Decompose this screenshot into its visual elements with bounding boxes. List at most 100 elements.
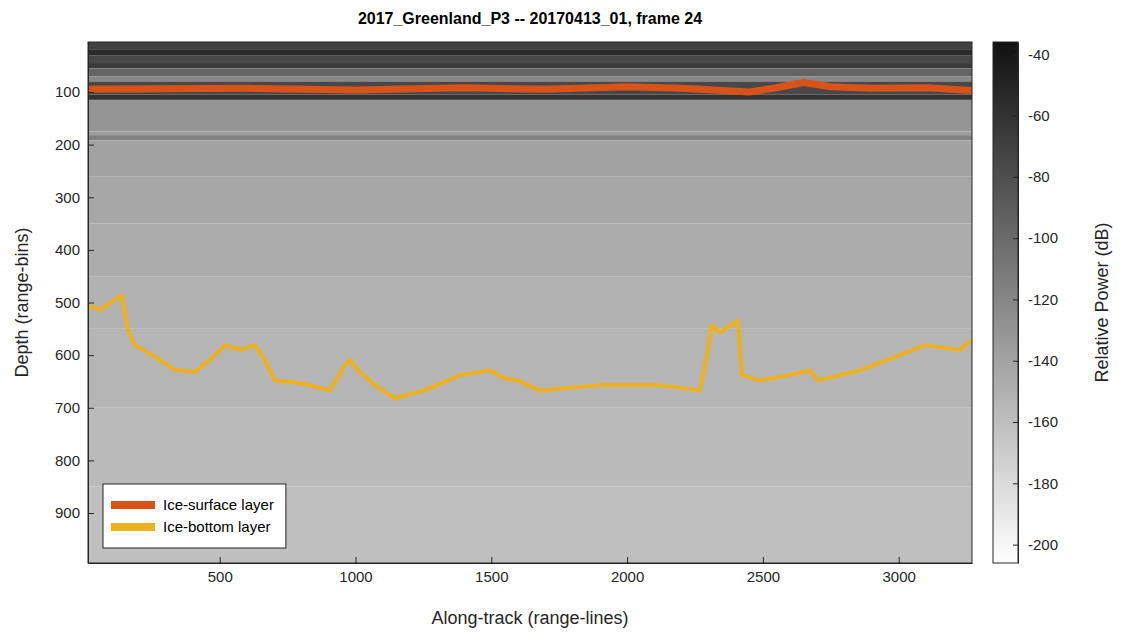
x-axis: 500 1000 1500 2000 2500 3000 <box>89 557 973 585</box>
echogram-band <box>88 100 972 132</box>
tick-mark <box>627 557 628 563</box>
tick-label: 400 <box>55 241 80 258</box>
echogram-band <box>88 135 972 140</box>
echogram-band <box>88 329 972 408</box>
x-axis-title: Along-track (range-lines) <box>431 608 628 628</box>
tick-mark <box>356 557 357 563</box>
tick-mark <box>88 197 94 198</box>
tick-label: -140 <box>1028 352 1058 369</box>
tick: 400 <box>55 241 94 258</box>
title: 2017_Greenland_P3 -- 20170413_01, frame … <box>358 10 702 27</box>
tick-label: 1500 <box>475 568 508 585</box>
axis-line <box>89 563 973 564</box>
echogram-band <box>88 131 972 135</box>
chart: 500 1000 1500 2000 2500 3000 100 200 300 400 500 60… <box>0 0 1124 634</box>
echogram-band <box>88 176 972 223</box>
tick: 500 <box>208 557 233 585</box>
tick-label: -160 <box>1028 413 1058 430</box>
echogram-band <box>88 50 972 55</box>
y-axis: 100 200 300 400 500 600 700 800 900 <box>55 43 94 564</box>
tick-label: -180 <box>1028 475 1058 492</box>
tick-label: 3000 <box>882 568 915 585</box>
tick-mark <box>763 557 764 563</box>
tick-label: -80 <box>1028 168 1050 185</box>
tick-mark <box>1013 54 1018 55</box>
tick: 700 <box>55 399 94 416</box>
y-axis-title: Depth (range-bins) <box>12 227 32 377</box>
tick: -80 <box>1013 168 1050 185</box>
tick: 2500 <box>747 557 780 585</box>
tick-mark <box>1013 299 1018 300</box>
tick: 3000 <box>882 557 915 585</box>
tick-mark <box>1013 545 1018 546</box>
tick-label: 2000 <box>611 568 644 585</box>
tick-label: 700 <box>55 399 80 416</box>
echogram-band <box>88 224 972 277</box>
axis-line <box>1018 43 1019 564</box>
tick: 100 <box>55 83 94 100</box>
tick-label: 500 <box>208 568 233 585</box>
echogram-band <box>88 81 972 94</box>
echogram-band <box>88 63 972 68</box>
tick-label: -60 <box>1028 107 1050 124</box>
tick-label: -120 <box>1028 291 1058 308</box>
legend-swatch <box>111 523 155 531</box>
tick-mark <box>1013 361 1018 362</box>
tick: -160 <box>1013 413 1058 430</box>
layer-line <box>88 83 972 92</box>
tick-mark <box>88 145 94 146</box>
echogram <box>88 42 972 563</box>
tick-mark <box>491 557 492 563</box>
plot-frame <box>88 42 972 563</box>
tick-mark <box>1013 238 1018 239</box>
tick-mark <box>1013 177 1018 178</box>
tick-mark <box>88 408 94 409</box>
tick: 500 <box>55 294 94 311</box>
tick: 300 <box>55 189 94 206</box>
tick-mark <box>88 513 94 514</box>
tick-label: -200 <box>1028 536 1058 553</box>
tick-label: 200 <box>55 136 80 153</box>
tick-label: 600 <box>55 346 80 363</box>
echogram-band <box>88 76 972 81</box>
colorbar-axis: -40 -60 -80 -100 -120 -140 -160 -180 -200 <box>1013 43 1058 564</box>
tick-label: 500 <box>55 294 80 311</box>
tick: -120 <box>1013 291 1058 308</box>
echogram-band <box>88 140 972 176</box>
tick: 1000 <box>339 557 372 585</box>
tick: 200 <box>55 136 94 153</box>
legend-label: Ice-surface layer <box>163 496 274 513</box>
echogram-band <box>88 55 972 63</box>
tick-label: -40 <box>1028 46 1050 63</box>
tick-mark <box>1013 483 1018 484</box>
legend-swatch <box>111 501 155 509</box>
echogram-band <box>88 276 972 329</box>
tick-label: -100 <box>1028 229 1058 246</box>
legend: Ice-surface layerIce-bottom layer <box>103 484 286 548</box>
tick-label: 300 <box>55 189 80 206</box>
tick: -200 <box>1013 536 1058 553</box>
tick: -140 <box>1013 352 1058 369</box>
tick-label: 800 <box>55 452 80 469</box>
tick-mark <box>1013 422 1018 423</box>
tick-mark <box>88 460 94 461</box>
tick-mark <box>88 303 94 304</box>
tick-mark <box>88 250 94 251</box>
tick: 900 <box>55 504 94 521</box>
tick-mark <box>88 92 94 93</box>
tick: 800 <box>55 452 94 469</box>
tick-mark <box>899 557 900 563</box>
tick-mark <box>1013 116 1018 117</box>
tick: -60 <box>1013 107 1050 124</box>
tick: -180 <box>1013 475 1058 492</box>
echogram-band <box>88 42 972 50</box>
tick: 2000 <box>611 557 644 585</box>
tick: 600 <box>55 346 94 363</box>
echogram-band <box>88 487 972 563</box>
tick-label: 900 <box>55 504 80 521</box>
echogram-band <box>88 95 972 100</box>
colorbar-title: Relative Power (dB) <box>1092 222 1112 382</box>
tick: 1500 <box>475 557 508 585</box>
tick: -100 <box>1013 229 1058 246</box>
tick-label: 100 <box>55 83 80 100</box>
